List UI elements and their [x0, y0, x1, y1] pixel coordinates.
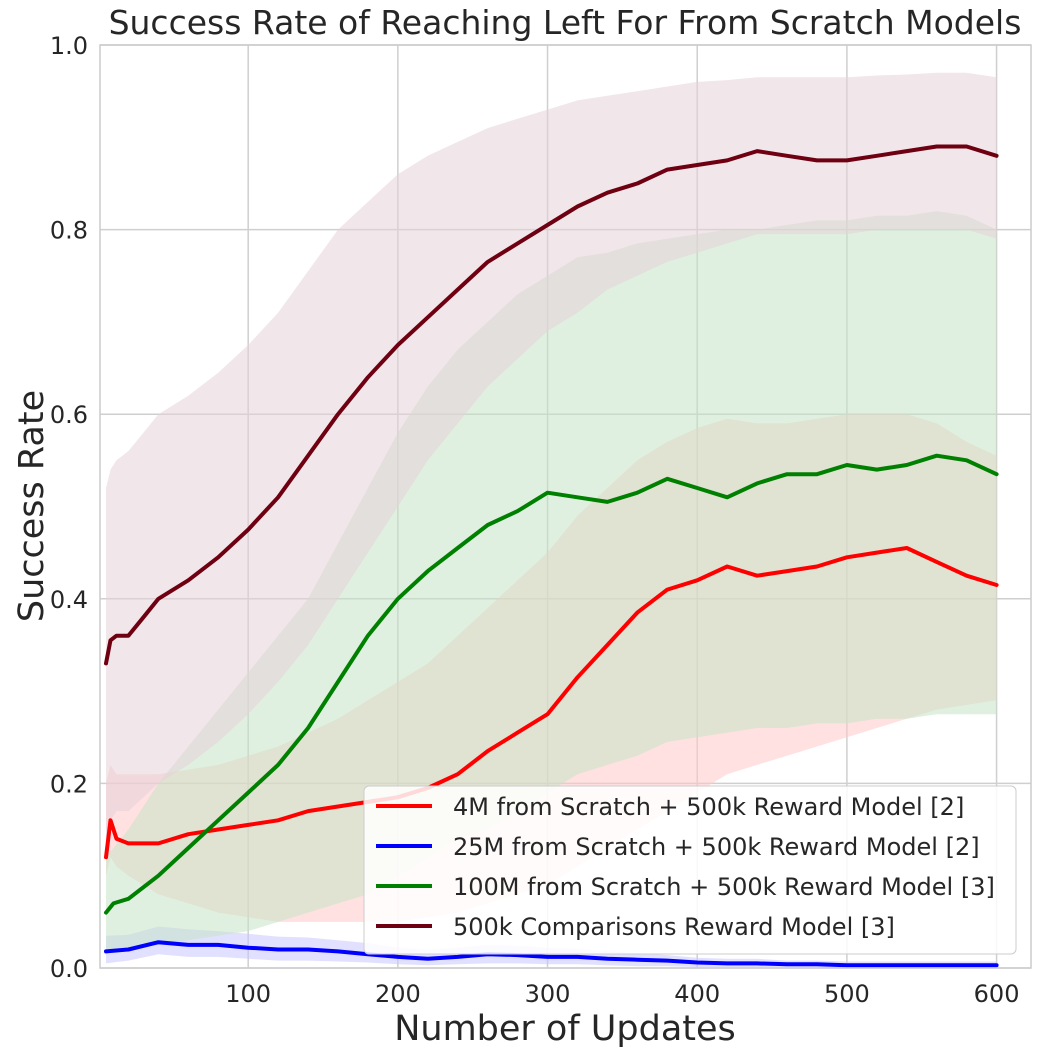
confidence-band-series-3: [106, 211, 997, 950]
x-axis-label: Number of Updates: [394, 1009, 736, 1049]
confidence-bands: [106, 72, 997, 968]
chart-title: Success Rate of Reaching Left For From S…: [109, 3, 1022, 42]
x-tick-label: 400: [674, 980, 720, 1008]
series-line-3: [104, 453, 999, 915]
legend-label-series-1: 4M from Scratch + 500k Reward Model [2]: [453, 793, 964, 821]
y-tick-label: 0.2: [50, 770, 88, 798]
legend-label-series-4: 500k Comparisons Reward Model [3]: [453, 913, 895, 941]
y-tick-label: 1.0: [50, 32, 88, 60]
series-line-2: [104, 940, 999, 968]
confidence-band-series-2: [106, 926, 997, 968]
y-tick-label: 0.4: [50, 586, 88, 614]
series-line-1: [104, 546, 999, 860]
x-tick-label: 500: [824, 980, 870, 1008]
y-tick-label: 0.0: [50, 955, 88, 983]
confidence-band-series-4: [106, 72, 997, 839]
legend-label-series-2: 25M from Scratch + 500k Reward Model [2]: [453, 833, 980, 861]
axis-ticks: 100 200 300 400 500 600 0.0 0.2 0.4 0.6 0.8 1.0: [50, 32, 1020, 1008]
legend-label-series-3: 100M from Scratch + 500k Reward Model [3…: [453, 873, 995, 901]
x-tick-label: 100: [225, 980, 271, 1008]
x-tick-label: 600: [974, 980, 1020, 1008]
y-tick-label: 0.6: [50, 401, 88, 429]
legend-box: [363, 785, 1017, 955]
x-tick-label: 200: [375, 980, 421, 1008]
legend: 4M from Scratch + 500k Reward Model [2] 2…: [363, 785, 1017, 955]
plot-frame: [99, 44, 1032, 969]
y-tick-label: 0.8: [50, 217, 88, 245]
x-tick-label: 300: [525, 980, 571, 1008]
series-line-4: [104, 144, 999, 666]
series-lines: [104, 144, 999, 968]
y-axis-label: Success Rate: [12, 390, 52, 622]
